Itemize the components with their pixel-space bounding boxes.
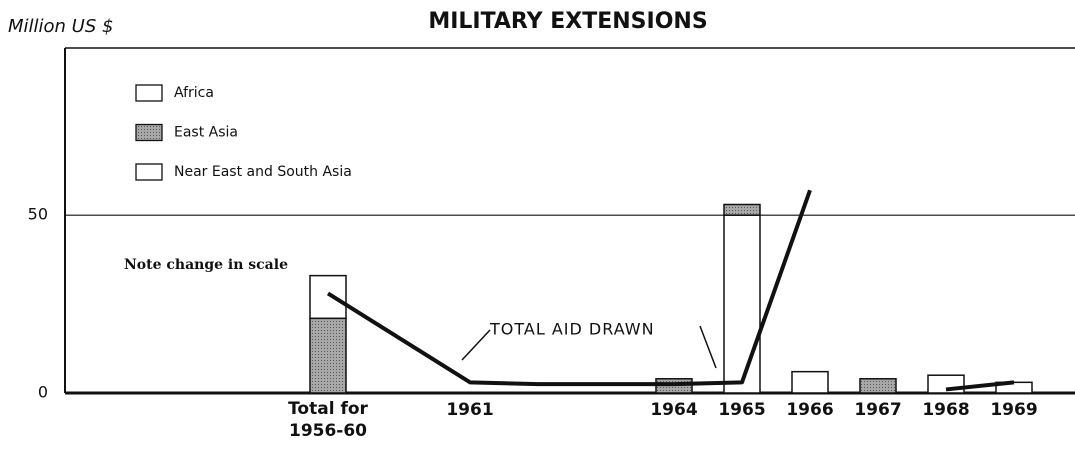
legend-swatch	[135, 163, 163, 181]
leader-line	[461, 325, 717, 369]
bar-segment	[309, 274, 347, 320]
bar-segment	[723, 203, 761, 216]
bar-segment	[859, 378, 897, 394]
x-tick-label: 1965	[718, 400, 765, 420]
line-series	[326, 189, 1015, 392]
bar-segment	[723, 214, 761, 394]
x-tick-label: 1968	[922, 400, 969, 420]
bar-segment	[791, 370, 829, 394]
x-tick-label: 1966	[786, 400, 833, 420]
legend-label: Africa	[174, 85, 214, 101]
y-axis-label: Million US $	[8, 16, 113, 37]
chart-title: MILITARY EXTENSIONS	[428, 9, 707, 34]
x-tick-label: 1961	[446, 400, 493, 420]
legend-label: Near East and South Asia	[174, 164, 352, 180]
y-tick-label: 50	[28, 205, 48, 224]
legend-swatch	[135, 84, 163, 102]
x-tick-label: 1964	[650, 400, 697, 420]
line-label: TOTAL AID DRAWN	[489, 320, 655, 339]
bar-segment	[927, 374, 965, 394]
x-tick-label: 1969	[990, 400, 1037, 420]
bar-segment	[309, 317, 347, 394]
legend-label: East Asia	[174, 125, 238, 141]
legend-swatch	[135, 123, 163, 142]
annotation: Note change in scale	[124, 257, 288, 273]
x-tick-label: 1967	[854, 400, 901, 420]
x-tick-label: Total for 1956-60	[288, 399, 368, 441]
y-tick-label: 0	[38, 383, 48, 402]
